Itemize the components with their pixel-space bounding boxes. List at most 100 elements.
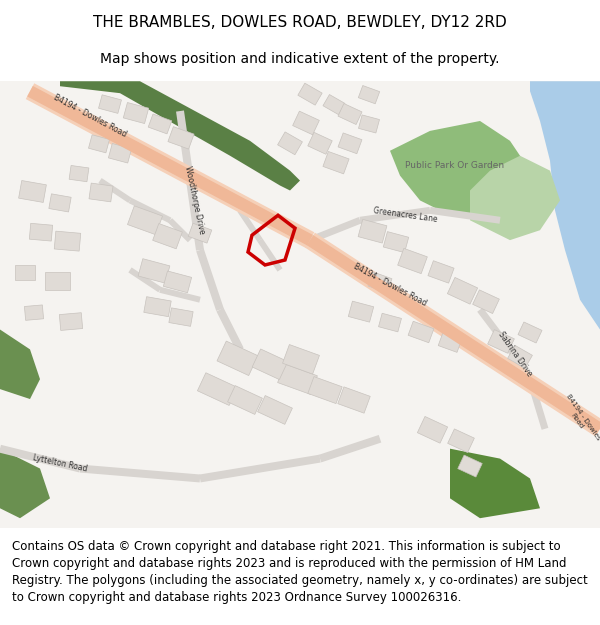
Polygon shape (358, 219, 387, 243)
Polygon shape (80, 464, 200, 482)
Polygon shape (168, 127, 194, 149)
Text: B4194 - Dowles Road: B4194 - Dowles Road (352, 262, 428, 308)
Polygon shape (278, 364, 317, 394)
Polygon shape (138, 259, 170, 283)
Polygon shape (227, 386, 262, 414)
Polygon shape (159, 287, 201, 302)
Polygon shape (88, 135, 110, 153)
Polygon shape (26, 83, 314, 248)
Polygon shape (176, 111, 204, 251)
Text: Lyttelton Road: Lyttelton Road (32, 453, 88, 474)
Polygon shape (458, 455, 482, 477)
Polygon shape (390, 121, 530, 220)
Text: Public Park Or Garden: Public Park Or Garden (406, 161, 505, 170)
Text: Sabrina Drive: Sabrina Drive (496, 330, 534, 378)
Polygon shape (124, 102, 149, 124)
Text: Greenacres Lane: Greenacres Lane (373, 206, 437, 224)
Text: B4194 - Dowles Road: B4194 - Dowles Road (52, 93, 128, 139)
Polygon shape (252, 349, 288, 379)
Polygon shape (163, 271, 191, 292)
Polygon shape (358, 86, 380, 104)
Polygon shape (319, 435, 381, 462)
Text: Map shows position and indicative extent of the property.: Map shows position and indicative extent… (100, 51, 500, 66)
Polygon shape (450, 449, 540, 518)
Polygon shape (308, 132, 332, 154)
Polygon shape (128, 198, 172, 223)
Polygon shape (29, 223, 53, 241)
Polygon shape (169, 308, 193, 326)
Polygon shape (383, 232, 409, 253)
Text: Contains OS data © Crown copyright and database right 2021. This information is : Contains OS data © Crown copyright and d… (12, 540, 588, 604)
Polygon shape (49, 194, 71, 212)
Polygon shape (15, 265, 35, 280)
Polygon shape (507, 348, 533, 381)
Polygon shape (278, 132, 302, 155)
Polygon shape (428, 261, 454, 283)
Polygon shape (127, 206, 163, 235)
Text: B4194 - Dowles
Road: B4194 - Dowles Road (559, 392, 600, 445)
Polygon shape (152, 224, 182, 249)
Polygon shape (448, 278, 478, 304)
Polygon shape (25, 305, 44, 321)
Polygon shape (19, 181, 46, 203)
Polygon shape (298, 83, 322, 105)
Polygon shape (488, 329, 514, 353)
Polygon shape (438, 332, 462, 352)
Polygon shape (197, 372, 238, 406)
Text: Woodthorpe Drive: Woodthorpe Drive (184, 166, 206, 235)
Polygon shape (305, 232, 600, 436)
Polygon shape (188, 223, 212, 243)
Polygon shape (379, 313, 401, 332)
Polygon shape (0, 449, 50, 518)
Polygon shape (508, 346, 532, 368)
Polygon shape (408, 321, 434, 342)
Polygon shape (45, 272, 70, 290)
Polygon shape (217, 341, 258, 376)
Polygon shape (98, 95, 121, 113)
Polygon shape (307, 235, 600, 434)
Polygon shape (338, 133, 362, 154)
Polygon shape (128, 268, 161, 292)
Polygon shape (217, 308, 244, 351)
Polygon shape (309, 217, 361, 243)
Polygon shape (238, 209, 262, 242)
Polygon shape (257, 396, 292, 424)
Polygon shape (470, 156, 560, 240)
Polygon shape (398, 248, 427, 274)
Polygon shape (257, 239, 283, 272)
Polygon shape (359, 207, 430, 224)
Polygon shape (59, 312, 83, 331)
Text: THE BRAMBLES, DOWLES ROAD, BEWDLEY, DY12 2RD: THE BRAMBLES, DOWLES ROAD, BEWDLEY, DY12… (93, 15, 507, 30)
Polygon shape (527, 378, 548, 430)
Polygon shape (144, 297, 171, 317)
Polygon shape (323, 94, 345, 114)
Polygon shape (69, 166, 89, 182)
Polygon shape (196, 249, 224, 311)
Polygon shape (168, 218, 192, 242)
Polygon shape (477, 308, 513, 351)
Polygon shape (368, 272, 392, 292)
Polygon shape (293, 111, 319, 135)
Polygon shape (473, 290, 499, 314)
Polygon shape (430, 207, 500, 224)
Polygon shape (308, 377, 342, 404)
Polygon shape (338, 387, 370, 413)
Polygon shape (349, 301, 374, 322)
Polygon shape (358, 115, 380, 133)
Polygon shape (518, 322, 542, 343)
Polygon shape (27, 86, 313, 246)
Polygon shape (448, 429, 475, 452)
Polygon shape (199, 455, 320, 482)
Polygon shape (0, 445, 81, 472)
Polygon shape (323, 151, 349, 174)
Polygon shape (54, 231, 81, 251)
Polygon shape (60, 81, 300, 191)
Polygon shape (530, 81, 600, 329)
Polygon shape (418, 416, 448, 443)
Polygon shape (148, 114, 172, 134)
Polygon shape (338, 104, 362, 124)
Polygon shape (283, 344, 319, 374)
Polygon shape (109, 144, 131, 163)
Polygon shape (98, 178, 131, 203)
Polygon shape (89, 183, 113, 202)
